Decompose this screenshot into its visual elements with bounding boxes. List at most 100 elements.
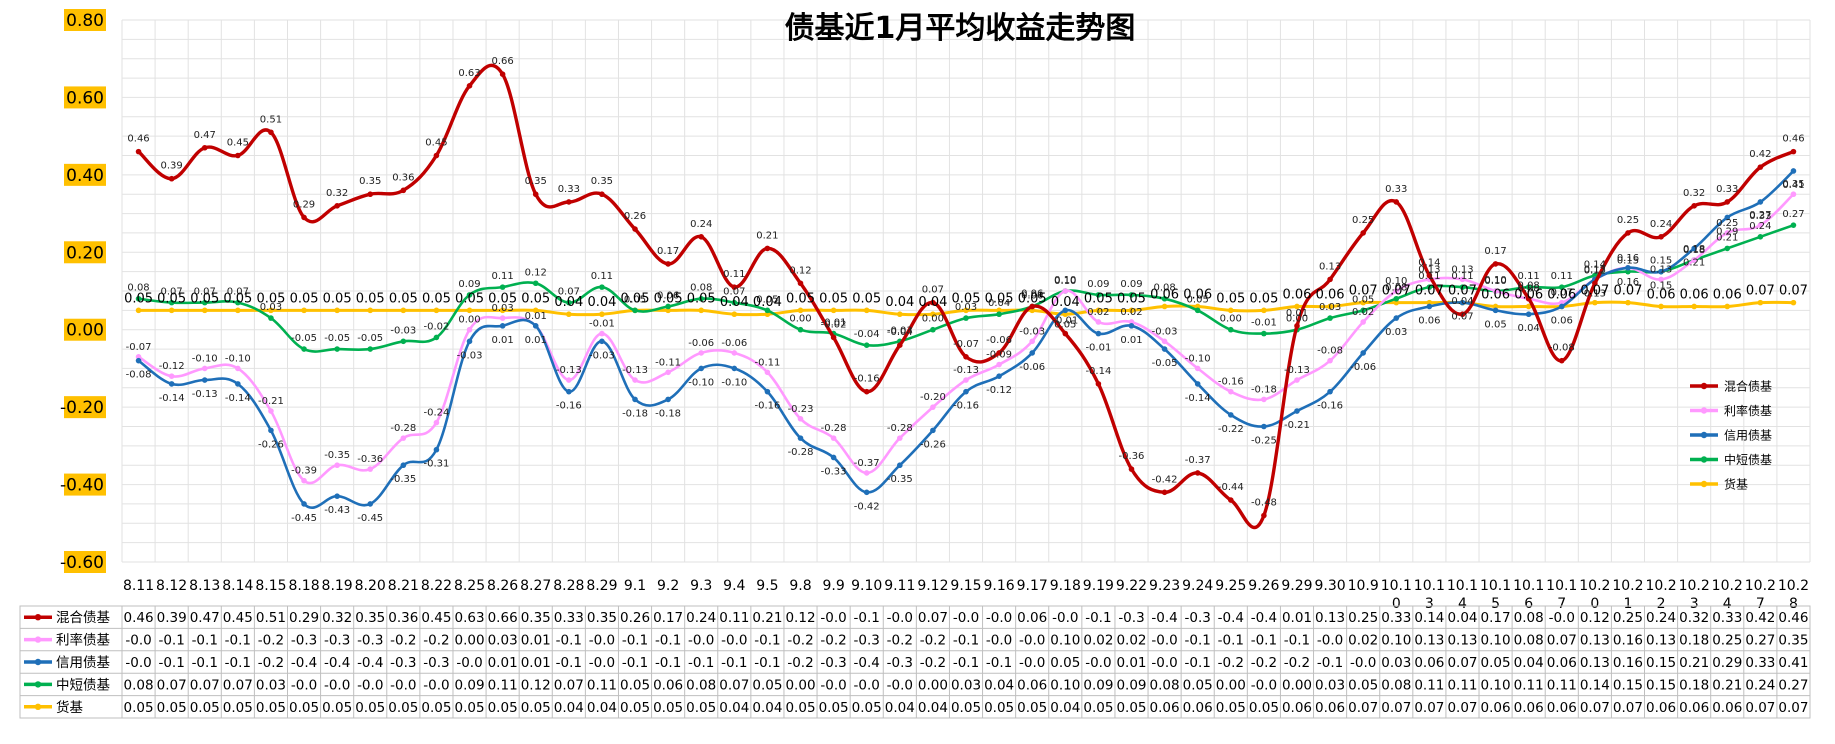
series-point	[1227, 412, 1234, 418]
table-cell: -0.0	[1019, 633, 1045, 649]
data-label: 0.25	[1352, 215, 1374, 226]
y-tick-label: 0.80	[66, 11, 104, 31]
y-tick-highlight	[64, 241, 106, 264]
series-point	[499, 71, 506, 77]
series-point	[1029, 338, 1035, 345]
data-label: -0.01	[1052, 316, 1078, 327]
data-label: 0.04	[554, 295, 583, 310]
table-cell: 0.07	[190, 677, 220, 693]
table-cell: -0.0	[589, 633, 615, 649]
data-label: -0.20	[920, 392, 946, 403]
series-point	[632, 307, 638, 314]
data-label: -0.45	[291, 513, 317, 524]
table-cell: 0.66	[488, 610, 518, 626]
table-cell: 0.17	[653, 610, 683, 626]
table-cell: 0.07	[223, 677, 253, 693]
table-cell: -0.0	[456, 655, 482, 671]
table-cell: -0.0	[291, 677, 317, 693]
data-label: 0.11	[1518, 271, 1540, 282]
data-label: 0.27	[1782, 209, 1804, 220]
series-point	[1261, 330, 1267, 337]
data-label: -0.42	[854, 501, 880, 512]
table-series-name: 信用债基	[56, 654, 110, 671]
data-label: 0.00	[789, 314, 811, 325]
series-point	[1459, 284, 1466, 290]
data-label: 0.27	[1749, 210, 1771, 221]
table-cell: -0.3	[820, 655, 846, 671]
series-point	[433, 152, 440, 159]
series-point	[1128, 319, 1135, 325]
series-point	[599, 338, 605, 345]
series-point	[499, 323, 506, 329]
table-cell: -0.1	[754, 655, 780, 671]
table-cell: 0.05	[157, 700, 187, 716]
table-cell: 0.10	[1481, 633, 1511, 649]
data-label: -0.09	[986, 350, 1012, 361]
table-cell: 0.63	[454, 610, 484, 626]
series-point	[698, 365, 705, 372]
series-point	[1525, 303, 1532, 310]
data-label: 0.01	[1120, 335, 1142, 346]
series-point	[135, 295, 142, 302]
series-line	[137, 170, 1795, 509]
x-category-label: 9.1	[624, 578, 646, 594]
y-tick-label: 0.00	[66, 321, 104, 341]
table-cell: 0.05	[984, 700, 1014, 716]
data-label: 0.06	[1481, 287, 1510, 302]
legend-marker	[1700, 480, 1708, 488]
series-point	[1194, 365, 1201, 372]
series-point	[532, 307, 539, 314]
data-label: -0.16	[854, 374, 880, 385]
table-cell: 0.05	[223, 700, 253, 716]
series-2-labels: -0.07 -0.12 -0.10 -0.10 -0.21 -0.39 -0.35 -0.36…	[126, 179, 1805, 476]
table-cell: 0.00	[785, 677, 815, 693]
data-label: -0.14	[225, 393, 251, 404]
series-point	[1426, 272, 1433, 279]
data-label: 0.00	[458, 315, 480, 326]
data-label: -0.07	[953, 339, 979, 350]
table-cell: 0.11	[1547, 677, 1577, 693]
table-cell: -0.2	[1218, 655, 1244, 671]
table-cell: -0.0	[1019, 655, 1045, 671]
table-cell: 0.24	[686, 610, 716, 626]
data-label: 0.05	[1249, 291, 1278, 306]
data-label: 0.05	[157, 291, 186, 306]
series-point	[897, 311, 903, 318]
x-category-label: 2	[1657, 596, 1666, 612]
table-cell: -0.0	[688, 633, 714, 649]
data-label: 0.21	[1683, 257, 1705, 268]
data-label: 0.02	[1120, 307, 1142, 318]
series-point	[764, 311, 771, 318]
table-cell: 0.51	[256, 610, 286, 626]
table-cell: 0.32	[322, 610, 352, 626]
series-point	[1360, 350, 1366, 356]
series-point	[1492, 261, 1499, 267]
data-label: -0.48	[1251, 498, 1277, 509]
data-label: 0.05	[756, 294, 778, 305]
series-point	[1724, 199, 1731, 205]
data-label: 0.07	[1551, 288, 1573, 299]
table-cell: 0.25	[1613, 610, 1643, 626]
data-label: -0.14	[1085, 366, 1111, 377]
x-category-label: 8.26	[487, 578, 518, 594]
series-point	[930, 326, 936, 333]
x-category-label: 9.9	[822, 578, 844, 594]
data-label: 0.00	[1286, 314, 1308, 325]
series-point	[1790, 148, 1797, 155]
data-label: 0.03	[955, 302, 977, 313]
data-label: 0.05	[455, 291, 484, 306]
table-cell: 0.05	[190, 700, 220, 716]
table-cell: 0.06	[1547, 700, 1577, 716]
data-label: -0.03	[589, 350, 615, 361]
table-cell: 0.06	[1712, 700, 1742, 716]
data-label: 0.05	[952, 291, 981, 306]
series-point	[599, 330, 605, 337]
data-label: 0.66	[491, 56, 513, 67]
legend-label: 信用债基	[1724, 429, 1772, 443]
table-cell: 0.04	[554, 700, 584, 716]
series-point	[499, 307, 506, 314]
data-label: 0.06	[1316, 287, 1345, 302]
table-cell: -0.4	[291, 655, 317, 671]
table-cell: -0.0	[589, 655, 615, 671]
table-cell: -0.0	[1350, 655, 1376, 671]
